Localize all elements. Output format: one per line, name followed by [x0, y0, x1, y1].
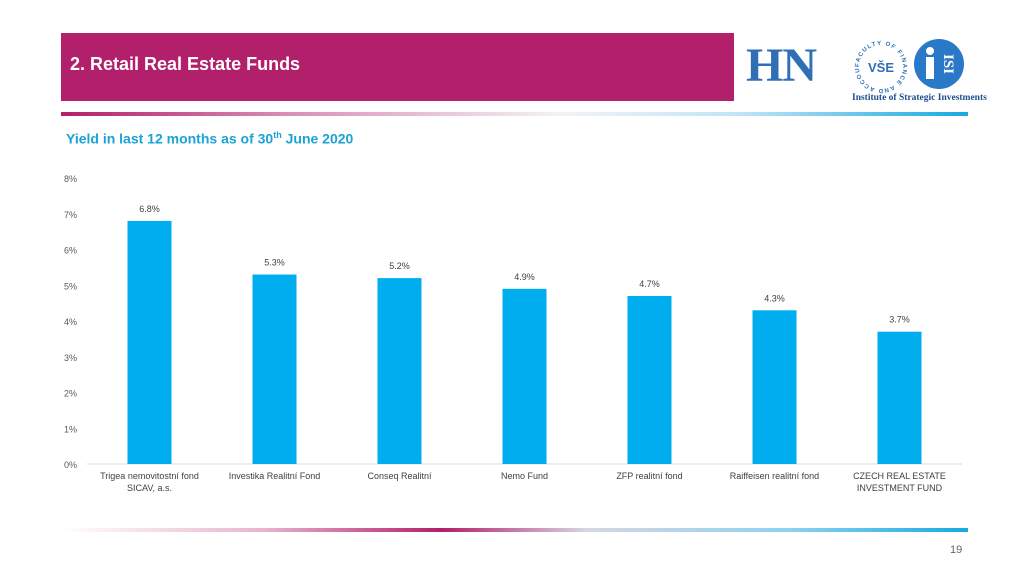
subtitle-superscript: th [273, 130, 282, 140]
y-tick-label: 5% [64, 281, 77, 291]
y-tick-label: 3% [64, 353, 77, 363]
data-label: 4.3% [764, 293, 785, 303]
y-tick-label: 4% [64, 317, 77, 327]
x-tick-label: Investika Realitní Fond [229, 471, 321, 481]
isi-logo-caption: Institute of Strategic Investments [852, 93, 987, 103]
page-title: 2. Retail Real Estate Funds [70, 54, 301, 74]
isi-logo-dot [926, 47, 934, 55]
x-tick-label: Raiffeisen realitní fond [730, 471, 819, 481]
bar [627, 295, 672, 464]
bar [502, 288, 547, 464]
page-number: 19 [950, 544, 963, 556]
vse-text: VŠE [868, 60, 894, 75]
x-tick-label: ZFP realitní fond [616, 471, 682, 481]
y-tick-label: 0% [64, 460, 77, 470]
y-tick-label: 6% [64, 246, 77, 256]
data-label: 4.7% [639, 279, 660, 289]
hn-logo: HN [746, 39, 817, 92]
bar [752, 310, 797, 464]
y-tick-label: 7% [64, 210, 77, 220]
x-tick-label: Nemo Fund [501, 471, 548, 481]
x-tick-label: Trigea nemovitostní fond [100, 471, 199, 481]
subtitle-text-after: June 2020 [281, 130, 354, 147]
x-tick-label: CZECH REAL ESTATE [853, 471, 946, 481]
data-label: 5.2% [389, 261, 410, 271]
vse-faculty-logo: FACULTY OF FINANCE AND ACCOUNTING VŠE [853, 39, 906, 93]
y-tick-label: 1% [64, 424, 77, 434]
top-divider [61, 112, 968, 116]
bar [252, 274, 297, 464]
header-bar: 2. Retail Real Estate Funds [61, 33, 734, 101]
x-tick-label: INVESTMENT FUND [857, 483, 943, 493]
x-tick-label: Conseq Realitní [367, 471, 432, 481]
bar [877, 331, 922, 464]
bar [377, 278, 422, 464]
data-label: 4.9% [514, 272, 535, 282]
chart-subtitle: Yield in last 12 months as of 30th June … [66, 130, 353, 147]
bar [127, 220, 172, 464]
isi-logo: ISI [914, 39, 964, 89]
x-tick-label: SICAV, a.s. [127, 483, 172, 493]
bottom-divider [61, 528, 968, 532]
data-label: 5.3% [264, 258, 285, 268]
data-label: 3.7% [889, 315, 910, 325]
y-tick-label: 2% [64, 389, 77, 399]
y-tick-label: 8% [64, 174, 77, 184]
isi-logo-text: ISI [940, 54, 956, 74]
isi-logo-stem [926, 57, 934, 79]
subtitle-text-before: Yield in last 12 months as of 30 [66, 130, 274, 147]
data-label: 6.8% [139, 204, 160, 214]
